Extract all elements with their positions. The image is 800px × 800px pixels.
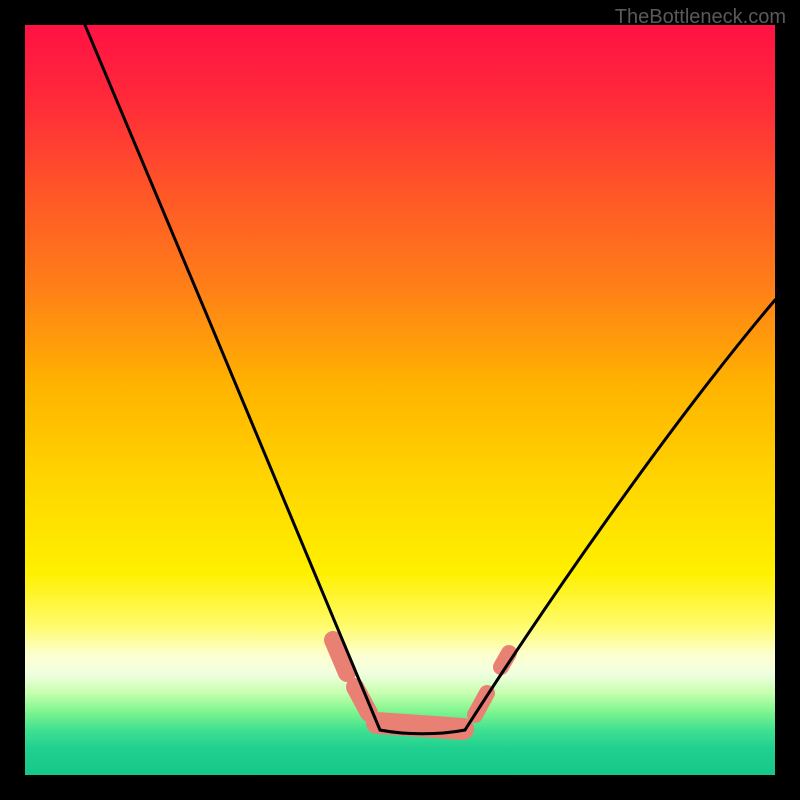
bottleneck-curve (85, 25, 775, 734)
curve-layer (25, 25, 775, 775)
plot-area (25, 25, 775, 775)
watermark-text: TheBottleneck.com (615, 6, 786, 29)
